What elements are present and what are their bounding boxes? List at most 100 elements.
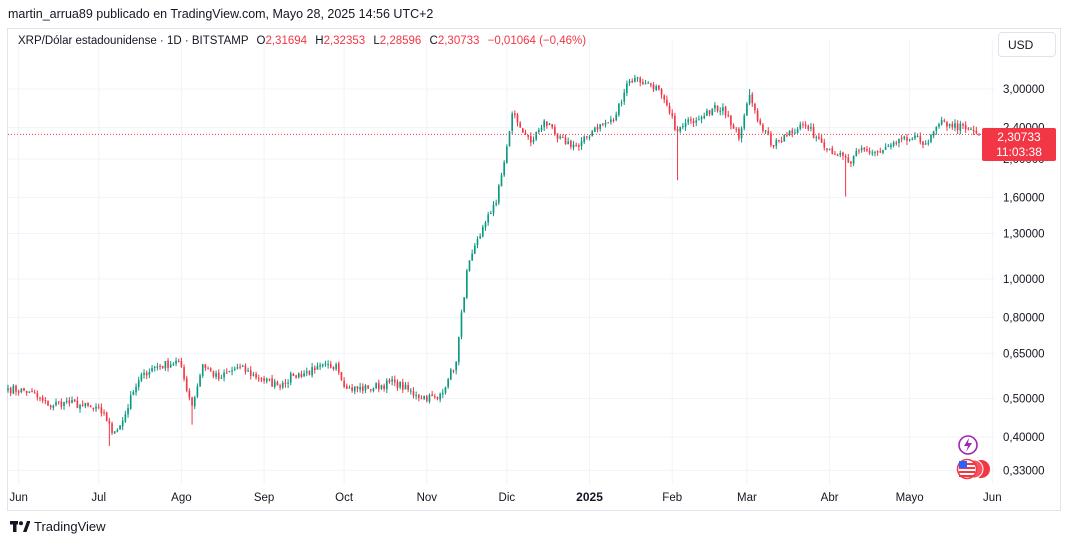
candle — [786, 131, 788, 138]
candle — [103, 409, 105, 416]
candle — [457, 336, 460, 366]
candle — [799, 121, 802, 131]
candle — [546, 121, 548, 129]
candle — [551, 124, 554, 130]
lightning-icon[interactable] — [958, 435, 978, 455]
candle — [132, 389, 135, 396]
price-tag: 2,30733 11:03:38 — [982, 128, 1056, 161]
candle — [217, 369, 220, 382]
candle — [199, 373, 201, 387]
candle — [399, 381, 401, 390]
candle — [44, 397, 47, 405]
candle — [599, 123, 602, 132]
candle — [169, 361, 172, 369]
candle — [956, 120, 959, 135]
candle — [183, 364, 185, 382]
candle — [233, 366, 236, 372]
candle — [127, 404, 129, 418]
candle — [706, 108, 708, 116]
candle — [455, 361, 457, 375]
candle — [676, 125, 679, 181]
candle — [153, 365, 156, 372]
candle — [417, 394, 420, 402]
candle — [730, 115, 732, 130]
candle — [978, 133, 980, 137]
candle — [151, 365, 153, 373]
candle — [89, 404, 92, 408]
candle — [572, 140, 575, 151]
candle — [439, 392, 441, 403]
candle — [906, 134, 908, 145]
candle — [81, 400, 84, 407]
candle — [770, 131, 772, 148]
tradingview-logo[interactable]: TradingView — [10, 519, 106, 534]
y-tick-label: 1,00000 — [1003, 274, 1045, 286]
candle — [482, 224, 484, 238]
candle — [276, 380, 279, 386]
candle — [860, 145, 863, 153]
candle — [618, 103, 620, 117]
candle — [674, 112, 676, 132]
candle — [404, 382, 407, 390]
x-tick-label: Abr — [821, 492, 839, 504]
candle — [332, 366, 335, 371]
candle — [559, 134, 562, 140]
candle — [268, 378, 271, 382]
x-tick-label: Mar — [737, 492, 757, 504]
candle — [420, 395, 423, 400]
candle — [815, 135, 818, 142]
candle — [361, 383, 364, 394]
candle — [303, 370, 305, 377]
candle — [756, 108, 759, 123]
candle — [63, 401, 65, 411]
candle — [212, 370, 215, 379]
candle — [412, 387, 415, 399]
candle — [836, 153, 839, 157]
candle — [903, 135, 906, 141]
y-tick-label: 0,80000 — [1003, 312, 1045, 324]
candle — [591, 129, 594, 137]
candle — [820, 134, 823, 143]
candle — [524, 129, 527, 135]
candle — [650, 82, 652, 88]
x-tick-label: Dic — [499, 492, 516, 504]
candle — [57, 401, 60, 405]
candle — [87, 402, 89, 408]
candle — [25, 390, 28, 396]
currency-button[interactable]: USD — [998, 32, 1056, 57]
candle — [863, 147, 866, 152]
candle — [540, 124, 543, 133]
candle — [858, 148, 860, 155]
candle — [740, 126, 743, 143]
candle — [604, 119, 607, 128]
candle — [668, 102, 671, 115]
candle — [834, 150, 836, 155]
candle — [193, 395, 196, 410]
candle — [810, 122, 812, 132]
candle — [55, 398, 57, 407]
candle — [367, 385, 369, 390]
candle — [762, 122, 764, 134]
candle — [225, 368, 228, 375]
candle — [580, 137, 583, 150]
candle — [20, 388, 23, 394]
candle — [241, 364, 244, 368]
candle — [436, 396, 439, 401]
candle — [794, 128, 796, 135]
candle — [660, 88, 663, 99]
candle — [135, 383, 137, 396]
legend-open-value: 2,31694 — [265, 35, 308, 47]
us-flag-icon[interactable] — [956, 458, 991, 480]
candle — [281, 380, 284, 390]
candle — [369, 389, 372, 393]
candle — [393, 375, 396, 387]
candle — [263, 375, 265, 384]
candle — [682, 123, 684, 130]
y-tick-label: 0,40000 — [1003, 432, 1045, 444]
candle — [452, 369, 455, 374]
candle — [140, 372, 143, 383]
candle — [719, 107, 722, 116]
candle — [33, 389, 36, 394]
candle — [47, 400, 49, 406]
